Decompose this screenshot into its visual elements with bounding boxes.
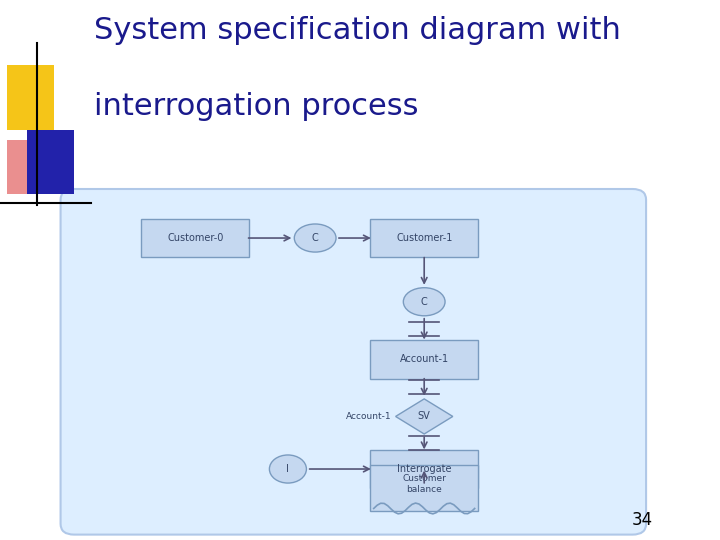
Text: Customer-1: Customer-1 — [396, 233, 452, 243]
FancyBboxPatch shape — [370, 450, 478, 489]
Text: Customer
balance: Customer balance — [402, 474, 446, 494]
Text: Customer-0: Customer-0 — [167, 233, 223, 243]
Text: C: C — [312, 233, 318, 243]
FancyBboxPatch shape — [370, 340, 478, 379]
Text: System specification diagram with: System specification diagram with — [94, 16, 621, 45]
Ellipse shape — [403, 288, 445, 316]
Text: C: C — [420, 297, 428, 307]
FancyBboxPatch shape — [6, 140, 37, 194]
Text: Account-1: Account-1 — [400, 354, 449, 364]
Text: SV: SV — [418, 411, 431, 421]
FancyBboxPatch shape — [6, 65, 54, 130]
FancyBboxPatch shape — [141, 219, 249, 258]
Text: interrogation process: interrogation process — [94, 92, 419, 121]
FancyBboxPatch shape — [60, 189, 646, 535]
FancyBboxPatch shape — [370, 219, 478, 258]
Ellipse shape — [269, 455, 307, 483]
Polygon shape — [395, 399, 453, 434]
Text: Account-1: Account-1 — [346, 412, 392, 421]
Text: I: I — [287, 464, 289, 474]
FancyBboxPatch shape — [370, 465, 478, 511]
Text: 34: 34 — [631, 511, 653, 529]
FancyBboxPatch shape — [27, 130, 74, 194]
Ellipse shape — [294, 224, 336, 252]
Text: Interrogate: Interrogate — [397, 464, 451, 474]
